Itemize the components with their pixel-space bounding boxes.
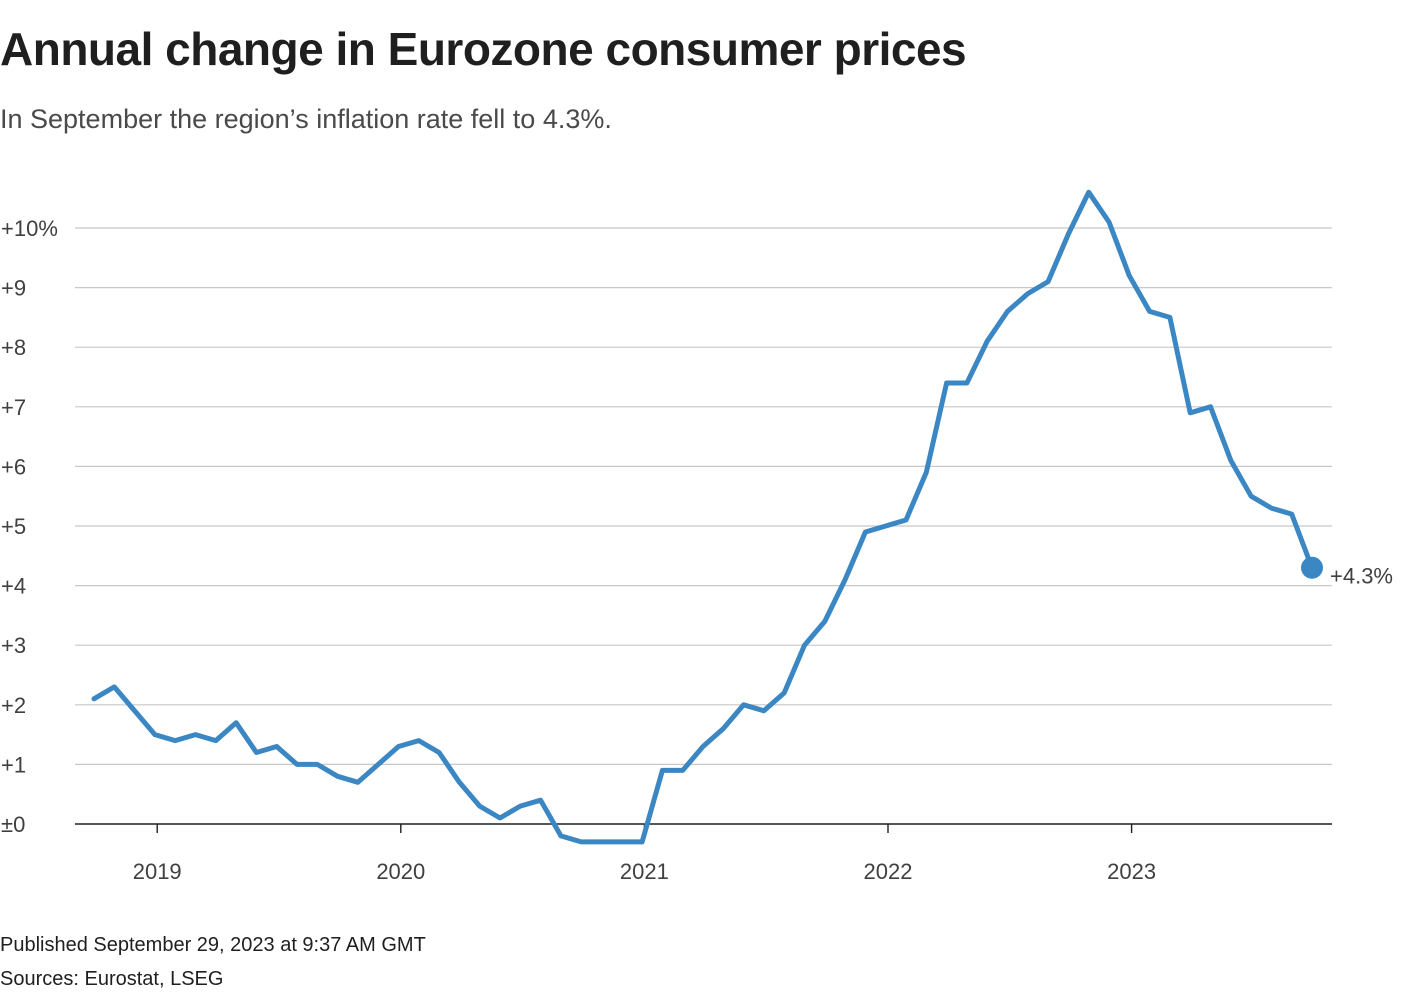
data-point — [92, 696, 97, 701]
y-tick-label: +1 — [1, 752, 26, 777]
y-axis-ticks: +10% +9 +8 +7 +6 +5 +4 +3 +2 +1 ±0 — [1, 216, 58, 837]
x-tick-label: 2019 — [133, 859, 182, 884]
data-point — [985, 339, 990, 344]
data-point — [274, 744, 279, 749]
data-point — [1147, 309, 1152, 314]
data-point — [822, 619, 827, 624]
x-tick-label: 2021 — [620, 859, 669, 884]
data-point — [904, 518, 909, 523]
data-point — [152, 732, 157, 737]
data-point — [843, 577, 848, 582]
data-point — [254, 750, 259, 755]
data-point — [924, 470, 929, 475]
data-point — [1107, 220, 1112, 225]
x-axis-ticks: 2019 2020 2021 2022 2023 — [133, 824, 1156, 884]
x-tick-label: 2022 — [864, 859, 913, 884]
data-point — [193, 732, 198, 737]
data-point — [1188, 410, 1193, 415]
y-tick-label: +9 — [1, 276, 26, 301]
data-point — [782, 690, 787, 695]
data-point — [741, 702, 746, 707]
data-point — [315, 762, 320, 767]
data-point — [1086, 190, 1091, 195]
y-tick-label: +3 — [1, 633, 26, 658]
y-tick-label: +2 — [1, 693, 26, 718]
data-point — [457, 780, 462, 785]
data-point — [1208, 404, 1213, 409]
end-point-marker — [1301, 556, 1323, 579]
x-tick-label: 2020 — [376, 859, 425, 884]
data-point — [558, 833, 563, 838]
data-point — [335, 774, 340, 779]
data-point — [437, 750, 442, 755]
data-point — [944, 380, 949, 385]
chart-title: Annual change in Eurozone consumer price… — [0, 23, 967, 75]
data-point — [640, 839, 645, 844]
data-point — [1066, 231, 1071, 236]
data-point — [1005, 309, 1010, 314]
data-point — [619, 839, 624, 844]
series: +4.3% — [91, 189, 1393, 845]
data-point — [213, 738, 218, 743]
data-point — [1269, 506, 1274, 511]
data-point — [1167, 315, 1172, 320]
data-point — [883, 524, 888, 529]
data-point — [234, 720, 239, 725]
data-point — [1025, 291, 1030, 296]
published-date: Published September 29, 2023 at 9:37 AM … — [0, 934, 426, 956]
data-point — [132, 708, 137, 713]
data-point — [701, 744, 706, 749]
y-tick-label: ±0 — [1, 812, 25, 837]
data-point — [1127, 273, 1132, 278]
data-point — [660, 768, 665, 773]
chart-subtitle: In September the region’s inflation rate… — [0, 104, 612, 134]
data-point — [295, 762, 300, 767]
data-point — [173, 738, 178, 743]
y-tick-label: +4 — [1, 574, 26, 599]
data-point — [376, 762, 381, 767]
data-point — [680, 768, 685, 773]
y-tick-label: +5 — [1, 514, 26, 539]
y-tick-label: +8 — [1, 335, 26, 360]
data-point — [477, 804, 482, 809]
x-tick-label: 2023 — [1107, 859, 1156, 884]
data-point — [863, 529, 868, 534]
y-tick-label: +10% — [1, 216, 58, 241]
y-tick-label: +6 — [1, 454, 26, 479]
data-point — [396, 744, 401, 749]
data-point — [538, 798, 543, 803]
data-point — [1249, 494, 1254, 499]
data-point — [802, 643, 807, 648]
data-point — [498, 816, 503, 821]
data-point — [579, 839, 584, 844]
series-line — [91, 189, 1315, 845]
y-tick-label: +7 — [1, 395, 26, 420]
data-point — [1228, 458, 1233, 463]
end-value-label: +4.3% — [1330, 564, 1393, 589]
data-point — [1289, 512, 1294, 517]
data-point — [518, 804, 523, 809]
data-point — [599, 839, 604, 844]
data-point — [355, 780, 360, 785]
gridlines — [75, 227, 1332, 825]
data-point — [761, 708, 766, 713]
data-point — [416, 738, 421, 743]
data-point — [964, 380, 969, 385]
data-point — [112, 684, 117, 689]
sources-note: Sources: Eurostat, LSEG — [0, 968, 224, 990]
line-chart: +10% +9 +8 +7 +6 +5 +4 +3 +2 +1 ±0 2019 2020 2021 202… — [1, 189, 1393, 884]
data-point — [721, 726, 726, 731]
data-point — [1046, 279, 1051, 284]
